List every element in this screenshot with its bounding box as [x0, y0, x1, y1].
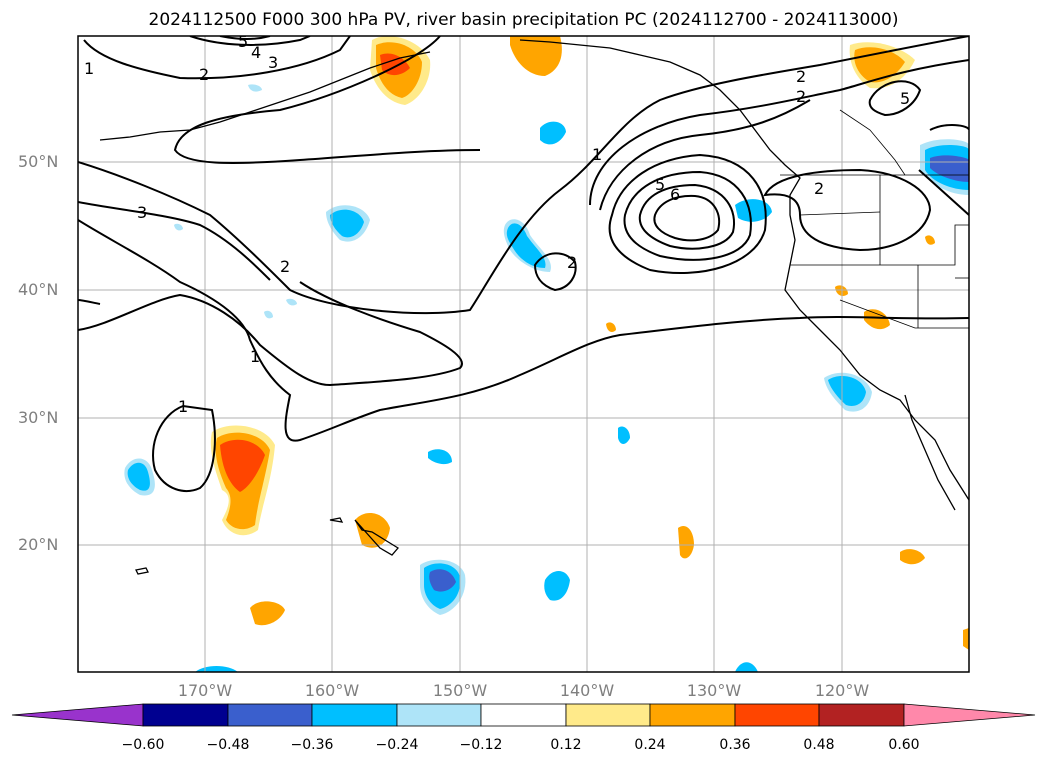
colorbar-tick: 0.24 — [634, 737, 666, 753]
precip-shading — [124, 36, 969, 672]
colorbar-tick: 0.60 — [888, 737, 920, 753]
lon-label: 170°W — [177, 681, 233, 700]
colorbar-tick: 0.36 — [719, 737, 751, 753]
colorbar-tick: −0.24 — [375, 737, 419, 753]
contour-label: 1 — [592, 145, 602, 164]
colorbar-segment — [649, 703, 736, 727]
colorbar-tick: −0.36 — [290, 737, 334, 753]
colorbar-segment — [734, 703, 820, 727]
colorbar-segment — [480, 703, 567, 727]
colorbar-segment — [818, 703, 905, 727]
coastlines — [99, 39, 969, 575]
contour-label: 5 — [238, 32, 248, 51]
contour-label: 2 — [796, 87, 806, 106]
contour-label: 3 — [268, 53, 278, 72]
contour-label: 3 — [137, 203, 147, 222]
lat-label: 50°N — [18, 152, 59, 171]
contour-label: 5 — [655, 175, 665, 194]
lon-label: 140°W — [559, 681, 615, 700]
contour-label: 1 — [84, 59, 94, 78]
contour-label: 1 — [178, 397, 188, 416]
lat-label: 30°N — [18, 408, 59, 427]
colorbar-tick: 0.48 — [803, 737, 835, 753]
contour-label: 4 — [251, 43, 261, 62]
contour-label: 1 — [250, 347, 260, 366]
map-background — [78, 36, 969, 672]
contour-label: 2 — [567, 253, 577, 272]
contour-label: 2 — [796, 67, 806, 86]
colorbar-tick: 0.12 — [550, 737, 582, 753]
contour-labels: 5 4 3 2 1 3 2 1 1 2 1 2 5 6 2 5 2 — [84, 32, 910, 416]
lon-label: 120°W — [814, 681, 870, 700]
contour-label: 6 — [670, 185, 680, 204]
colorbar — [11, 703, 1036, 727]
map-title: 2024112500 F000 300 hPa PV, river basin … — [148, 10, 899, 30]
map-frame — [77, 35, 970, 673]
lat-label: 20°N — [18, 535, 59, 554]
colorbar-tick: −0.48 — [206, 737, 250, 753]
contour-label: 2 — [814, 179, 824, 198]
lon-label: 160°W — [304, 681, 360, 700]
colorbar-segment — [311, 703, 398, 727]
contour-label: 5 — [900, 89, 910, 108]
lon-label: 130°W — [686, 681, 742, 700]
lat-label: 40°N — [18, 280, 59, 299]
colorbar-tick: −0.60 — [121, 737, 165, 753]
contour-label: 2 — [199, 65, 209, 84]
pv-contours — [78, 36, 969, 492]
colorbar-segment — [142, 703, 229, 727]
colorbar-segment — [11, 703, 144, 727]
colorbar-segment — [227, 703, 313, 727]
colorbar-tick: −0.12 — [459, 737, 503, 753]
contour-label: 2 — [280, 257, 290, 276]
lon-label: 150°W — [432, 681, 488, 700]
graticule — [78, 36, 969, 672]
map-content: 5 4 3 2 1 3 2 1 1 2 1 2 5 6 2 5 2 — [78, 32, 969, 672]
colorbar-segment — [396, 703, 482, 727]
colorbar-segment — [565, 703, 651, 727]
colorbar-segment — [903, 703, 1036, 727]
